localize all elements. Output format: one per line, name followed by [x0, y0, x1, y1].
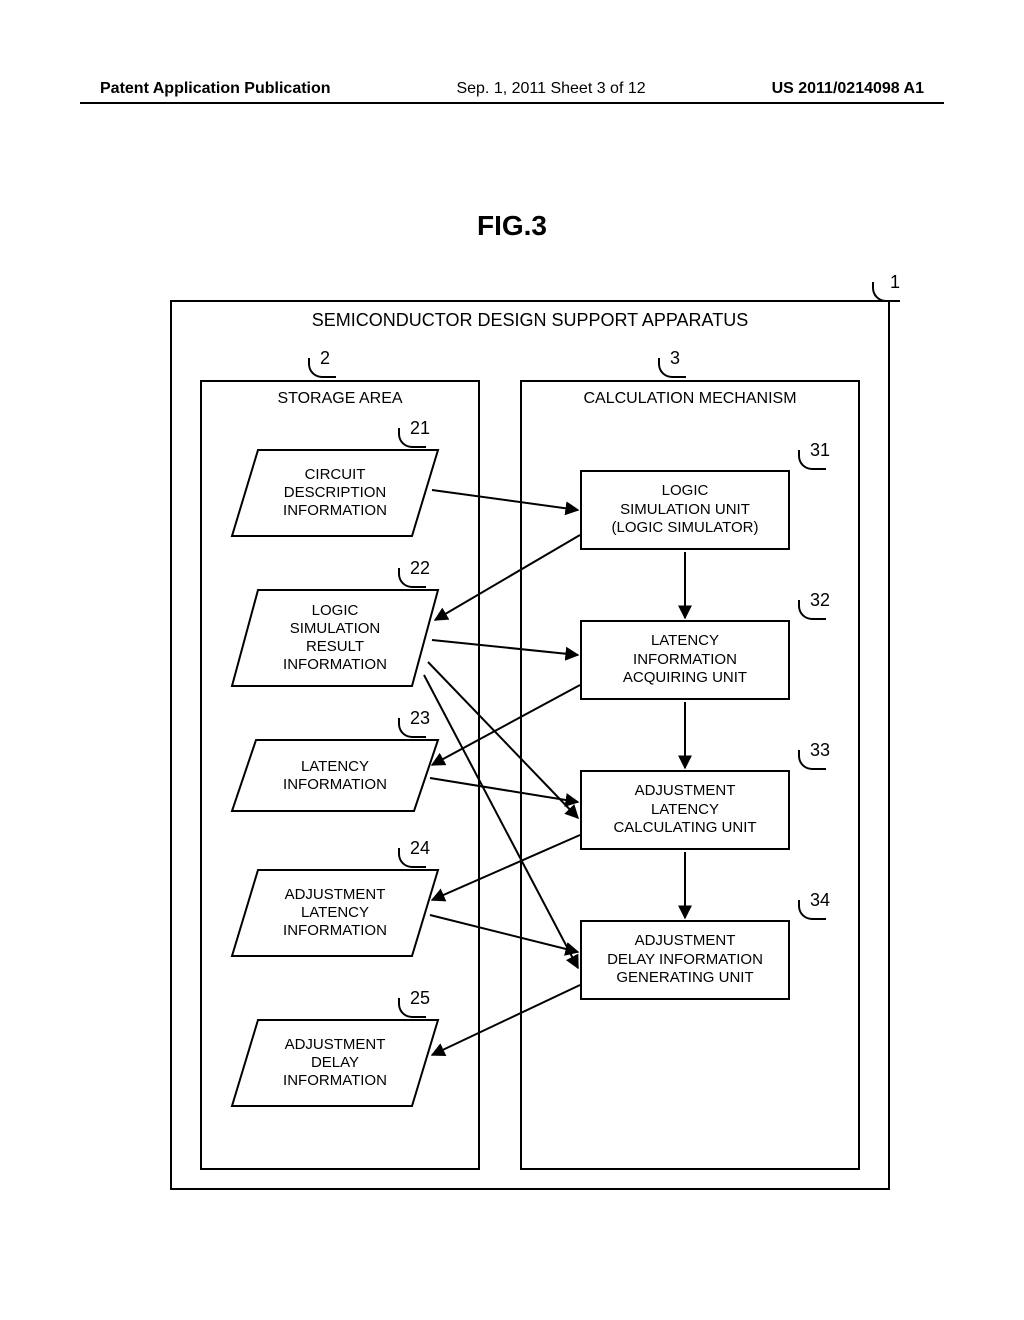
header-right: US 2011/0214098 A1	[772, 80, 924, 98]
proc-31-label: LOGICSIMULATION UNIT(LOGIC SIMULATOR)	[612, 482, 759, 538]
header-center: Sep. 1, 2011 Sheet 3 of 12	[456, 80, 645, 98]
data-25: ADJUSTMENTDELAYINFORMATION	[230, 1018, 440, 1108]
proc-32: LATENCYINFORMATIONACQUIRING UNIT	[580, 620, 790, 700]
data-21-label: CIRCUITDESCRIPTIONINFORMATION	[230, 448, 440, 538]
calc-title: CALCULATION MECHANISM	[522, 390, 858, 408]
outer-box-title: SEMICONDUCTOR DESIGN SUPPORT APPARATUS	[170, 310, 890, 331]
ref-1-hook	[872, 282, 900, 302]
data-23: LATENCYINFORMATION	[230, 738, 440, 813]
proc-34-label: ADJUSTMENTDELAY INFORMATIONGENERATING UN…	[607, 932, 763, 988]
proc-31: LOGICSIMULATION UNIT(LOGIC SIMULATOR)	[580, 470, 790, 550]
proc-33-label: ADJUSTMENTLATENCYCALCULATING UNIT	[613, 782, 756, 838]
proc-33: ADJUSTMENTLATENCYCALCULATING UNIT	[580, 770, 790, 850]
proc-34: ADJUSTMENTDELAY INFORMATIONGENERATING UN…	[580, 920, 790, 1000]
data-21: CIRCUITDESCRIPTIONINFORMATION	[230, 448, 440, 538]
data-24-label: ADJUSTMENTLATENCYINFORMATION	[230, 868, 440, 958]
data-22: LOGICSIMULATIONRESULTINFORMATION	[230, 588, 440, 688]
header-left: Patent Application Publication	[100, 80, 331, 98]
header-underline	[80, 102, 944, 104]
storage-title: STORAGE AREA	[202, 390, 478, 408]
data-22-label: LOGICSIMULATIONRESULTINFORMATION	[230, 588, 440, 688]
data-25-label: ADJUSTMENTDELAYINFORMATION	[230, 1018, 440, 1108]
diagram: SEMICONDUCTOR DESIGN SUPPORT APPARATUS 1…	[170, 300, 890, 1190]
figure-title: FIG.3	[0, 210, 1024, 242]
data-23-label: LATENCYINFORMATION	[230, 738, 440, 813]
data-24: ADJUSTMENTLATENCYINFORMATION	[230, 868, 440, 958]
proc-32-label: LATENCYINFORMATIONACQUIRING UNIT	[623, 632, 747, 688]
